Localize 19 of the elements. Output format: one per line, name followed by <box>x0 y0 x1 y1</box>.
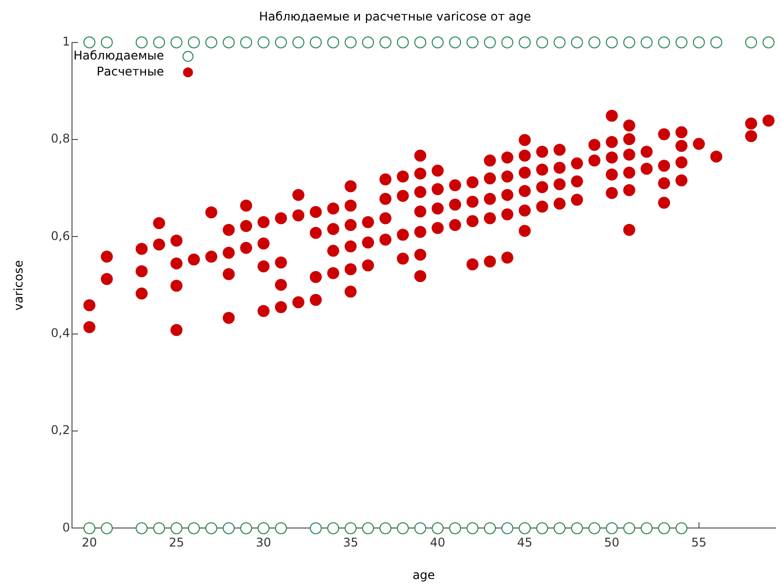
x-tick-label: 35 <box>342 536 358 550</box>
y-tick-label: 0,4 <box>50 326 70 340</box>
chart-title: Наблюдаемые и расчетные varicose от age <box>258 9 532 24</box>
x-axis-title: age <box>412 568 435 582</box>
x-tick-label: 25 <box>168 536 184 550</box>
y-tick-label: 0 <box>62 520 70 534</box>
legend-label: Наблюдаемые <box>74 48 164 63</box>
x-tick-label: 30 <box>256 536 272 550</box>
x-tick-label: 45 <box>517 536 532 550</box>
x-tick-label: 40 <box>430 536 446 550</box>
y-tick-label: 0,2 <box>50 423 70 438</box>
y-tick-label: 1 <box>62 34 70 49</box>
x-tick-label: 50 <box>604 536 620 550</box>
y-axis-title: varicose <box>11 260 26 310</box>
x-tick-label: 20 <box>82 536 98 550</box>
y-tick-label: 0,6 <box>50 228 70 243</box>
legend-label: Расчетные <box>96 64 164 79</box>
x-tick-label: 55 <box>691 536 707 550</box>
y-tick-label: 0,8 <box>50 132 70 146</box>
